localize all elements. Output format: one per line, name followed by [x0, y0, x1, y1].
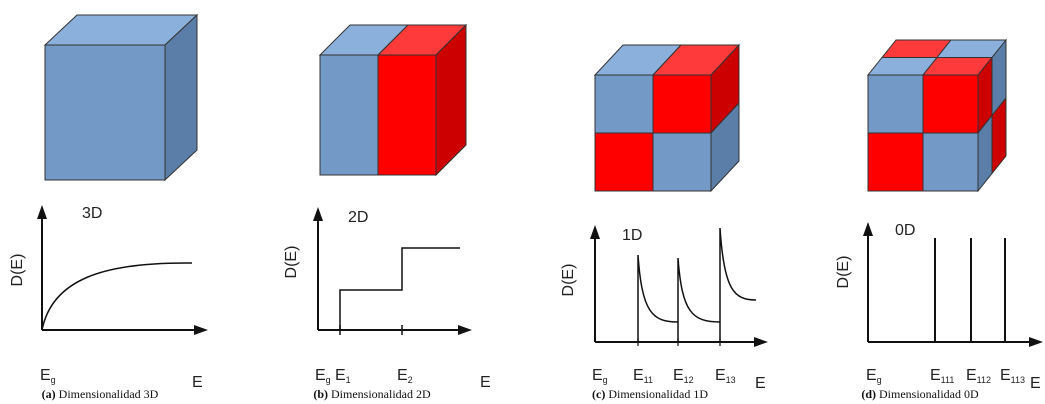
y-axis-label: D(E) [835, 256, 852, 289]
dos-curve [340, 248, 460, 330]
energy-label: E111 [930, 367, 954, 385]
caption: (b) Dimensionalidad 2D [313, 387, 431, 401]
cube-face [595, 75, 653, 133]
axis-arrow [458, 325, 472, 335]
energy-label-sub: 2 [408, 375, 413, 385]
energy-label: E2 [397, 367, 413, 385]
dimension-label: 0D [895, 222, 915, 239]
axis-arrow [37, 205, 47, 219]
energy-label: E1 [335, 367, 351, 385]
energy-label-sub: g [326, 375, 331, 385]
x-axis-label: E [192, 374, 203, 391]
caption-label: (a) [42, 387, 56, 401]
energy-label-sub: 112 [977, 375, 991, 385]
y-axis-label: D(E) [560, 264, 577, 297]
energy-label: Eg [592, 367, 608, 385]
energy-label-sub: g [603, 375, 608, 385]
axis-arrow [1029, 337, 1043, 347]
energy-label-base: E [40, 367, 51, 384]
energy-label: Eg [40, 367, 56, 385]
energy-label-base: E [592, 367, 603, 384]
caption: (c) Dimensionalidad 1D [592, 387, 708, 401]
caption-label: (b) [313, 387, 328, 401]
axis-arrow [313, 207, 323, 221]
energy-label-sub: 11 [644, 375, 653, 385]
energy-label-base: E [715, 367, 726, 384]
dos-curve [720, 228, 756, 342]
energy-label: Eg [315, 367, 331, 385]
energy-label: Eg [866, 367, 882, 385]
dos-curve [42, 263, 192, 330]
energy-label-base: E [1000, 367, 1011, 384]
cube-face [868, 133, 923, 191]
energy-label-sub: 111 [941, 375, 955, 385]
cube-face [923, 75, 978, 133]
cube-face [868, 75, 923, 133]
energy-label: E11 [633, 367, 653, 385]
energy-label-sub: 113 [1011, 375, 1025, 385]
energy-label-base: E [335, 367, 346, 384]
cube-face [653, 133, 711, 191]
energy-label-base: E [866, 367, 877, 384]
axis-arrow [194, 325, 208, 335]
axis-arrow [754, 337, 768, 347]
caption-text: Dimensionalidad 1D [608, 387, 708, 401]
dimension-label: 1D [622, 227, 642, 244]
caption: (a) Dimensionalidad 3D [42, 387, 159, 401]
energy-label: E12 [673, 367, 694, 385]
x-axis-label: E [755, 375, 766, 392]
caption-text: Dimensionalidad 3D [59, 387, 159, 401]
figure: 3DD(E)EEg(a) Dimensionalidad 3D2DD(E)EEg… [0, 0, 1045, 404]
caption-text: Dimensionalidad 0D [879, 387, 979, 401]
energy-label: E112 [966, 367, 991, 385]
energy-label-sub: 1 [346, 375, 351, 385]
energy-label-base: E [633, 367, 644, 384]
cube-face [653, 75, 711, 133]
cube-face [320, 55, 378, 175]
cube-face [595, 133, 653, 191]
dos-curve [638, 255, 678, 342]
caption-label: (c) [592, 387, 605, 401]
energy-label-base: E [315, 367, 326, 384]
energy-label-base: E [930, 367, 941, 384]
axis-arrow [590, 225, 600, 239]
caption-text: Dimensionalidad 2D [331, 387, 431, 401]
caption: (d) Dimensionalidad 0D [861, 387, 979, 401]
y-axis-label: D(E) [283, 246, 300, 279]
y-axis-label: D(E) [9, 254, 26, 287]
energy-label-base: E [397, 367, 408, 384]
x-axis-label: E [1030, 375, 1041, 392]
cube-face [45, 45, 165, 180]
dimension-label: 2D [348, 209, 368, 226]
energy-label-base: E [966, 367, 977, 384]
axis-arrow [863, 222, 873, 236]
dimension-label: 3D [82, 205, 102, 222]
energy-label-sub: g [877, 375, 882, 385]
dos-curve [678, 258, 720, 342]
energy-label-sub: 12 [684, 375, 694, 385]
cube-face [923, 133, 978, 191]
energy-label: E113 [1000, 367, 1025, 385]
energy-label: E13 [715, 367, 736, 385]
energy-label-sub: 13 [726, 375, 736, 385]
energy-label-base: E [673, 367, 684, 384]
energy-label-sub: g [51, 375, 56, 385]
x-axis-label: E [480, 374, 491, 391]
cube-face [378, 55, 436, 175]
caption-label: (d) [861, 387, 876, 401]
